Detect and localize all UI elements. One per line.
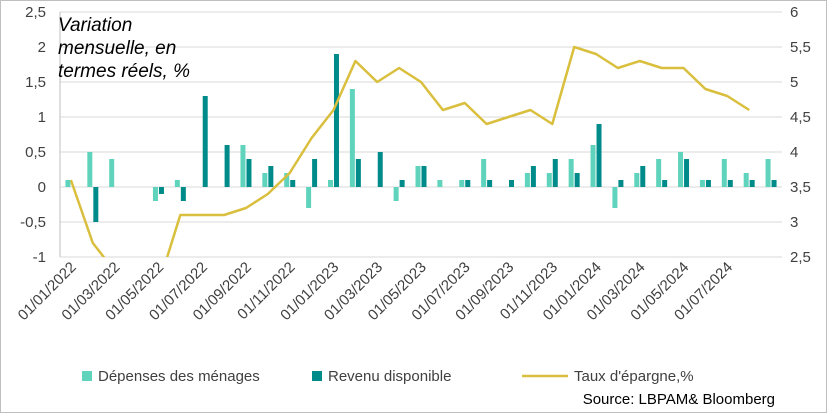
bar-revenu bbox=[727, 180, 733, 187]
y-right-tick-label: 3,5 bbox=[790, 179, 811, 196]
chart-annotation-line-2: mensuelle, en bbox=[58, 38, 176, 59]
bar-revenu bbox=[202, 96, 208, 187]
bar-revenu bbox=[465, 180, 471, 187]
bar-depenses bbox=[612, 187, 618, 208]
y-right-tick-label: 5 bbox=[790, 74, 798, 91]
gridlines bbox=[60, 11, 782, 258]
y-left-tick-label: -1 bbox=[33, 249, 46, 266]
bar-depenses bbox=[174, 180, 180, 187]
bar-depenses bbox=[327, 180, 333, 187]
bar-revenu bbox=[421, 166, 427, 187]
y-left-tick-labels: 2,5 2 1,5 1 0,5 0 -0,5 -1 bbox=[20, 4, 46, 266]
y-right-tick-label: 5,5 bbox=[790, 39, 811, 56]
y-left-tick-label: 2,5 bbox=[25, 4, 46, 21]
y-left-tick-label: 1 bbox=[38, 109, 46, 126]
legend-label-depenses: Dépenses des ménages bbox=[98, 368, 260, 385]
bar-revenu bbox=[399, 180, 405, 187]
bar-depenses bbox=[546, 173, 552, 187]
bar-revenu bbox=[684, 159, 690, 187]
bar-depenses bbox=[284, 173, 290, 187]
bar-revenu bbox=[487, 180, 493, 187]
bar-revenu bbox=[224, 145, 230, 187]
bar-revenu bbox=[93, 187, 99, 222]
series-revenu-bars bbox=[93, 54, 777, 222]
bar-revenu bbox=[771, 180, 777, 187]
bar-depenses bbox=[590, 145, 596, 187]
bar-depenses bbox=[262, 173, 268, 187]
y-right-tick-label: 3 bbox=[790, 214, 798, 231]
bar-depenses bbox=[415, 166, 421, 187]
bar-depenses bbox=[743, 173, 749, 187]
y-left-tick-label: 1,5 bbox=[25, 74, 46, 91]
bar-revenu bbox=[312, 159, 318, 187]
bar-revenu bbox=[618, 180, 624, 187]
series-depenses-bars bbox=[65, 89, 771, 208]
bar-depenses bbox=[634, 173, 640, 187]
bar-depenses bbox=[459, 180, 465, 187]
bar-revenu bbox=[574, 173, 580, 187]
bar-revenu bbox=[705, 180, 711, 187]
bar-depenses bbox=[721, 159, 727, 187]
bar-depenses bbox=[765, 159, 771, 187]
bar-depenses bbox=[699, 180, 705, 187]
bar-depenses bbox=[568, 159, 574, 187]
y-left-tick-label: 0,5 bbox=[25, 144, 46, 161]
bar-depenses bbox=[437, 180, 443, 187]
bar-revenu bbox=[268, 166, 274, 187]
bar-depenses bbox=[481, 159, 487, 187]
bar-revenu bbox=[180, 187, 186, 201]
bar-depenses bbox=[349, 89, 355, 187]
chart-annotation-line-1: Variation bbox=[58, 15, 132, 36]
y-right-tick-labels: 6 5,5 5 4,5 4 3,5 3 2,5 bbox=[790, 4, 811, 266]
bar-revenu bbox=[749, 180, 755, 187]
bar-revenu bbox=[355, 159, 361, 187]
y-left-tick-label: 0 bbox=[38, 179, 46, 196]
legend-swatch-revenu bbox=[312, 371, 322, 381]
bar-revenu bbox=[640, 166, 646, 187]
legend-label-revenu: Revenu disponible bbox=[328, 368, 451, 385]
bar-revenu bbox=[530, 166, 536, 187]
bar-revenu bbox=[158, 187, 164, 194]
bar-revenu bbox=[509, 180, 515, 187]
bar-revenu bbox=[662, 180, 668, 187]
bar-depenses bbox=[152, 187, 158, 201]
legend-swatch-depenses bbox=[82, 371, 92, 381]
bar-revenu bbox=[377, 152, 383, 187]
legend: Dépenses des ménages Revenu disponible T… bbox=[82, 368, 694, 385]
bar-revenu bbox=[246, 159, 252, 187]
bar-depenses bbox=[656, 159, 662, 187]
legend-label-epargne: Taux d'épargne,% bbox=[574, 368, 694, 385]
bar-depenses bbox=[678, 152, 684, 187]
bar-revenu bbox=[552, 159, 558, 187]
bar-revenu bbox=[333, 54, 339, 187]
bar-depenses bbox=[109, 159, 115, 187]
y-left-tick-label: -0,5 bbox=[20, 214, 46, 231]
y-right-tick-label: 4 bbox=[790, 144, 798, 161]
y-right-tick-label: 4,5 bbox=[790, 109, 811, 126]
x-tick-labels: 01/01/202201/03/202201/05/202201/07/2022… bbox=[15, 259, 736, 324]
bar-revenu bbox=[596, 124, 602, 187]
bar-depenses bbox=[65, 180, 71, 187]
chart-source: Source: LBPAM& Bloomberg bbox=[583, 391, 775, 408]
y-right-tick-label: 2,5 bbox=[790, 249, 811, 266]
bar-depenses bbox=[240, 145, 246, 187]
y-left-tick-label: 2 bbox=[38, 39, 46, 56]
bar-revenu bbox=[290, 180, 296, 187]
bar-depenses bbox=[393, 187, 399, 201]
series-epargne-line bbox=[69, 45, 750, 257]
bar-depenses bbox=[87, 152, 93, 187]
chart-annotation-line-3: termes réels, % bbox=[58, 61, 190, 82]
bar-depenses bbox=[306, 187, 312, 208]
series-epargne-line-group bbox=[69, 45, 750, 257]
bar-depenses bbox=[524, 173, 530, 187]
y-right-tick-label: 6 bbox=[790, 4, 798, 21]
